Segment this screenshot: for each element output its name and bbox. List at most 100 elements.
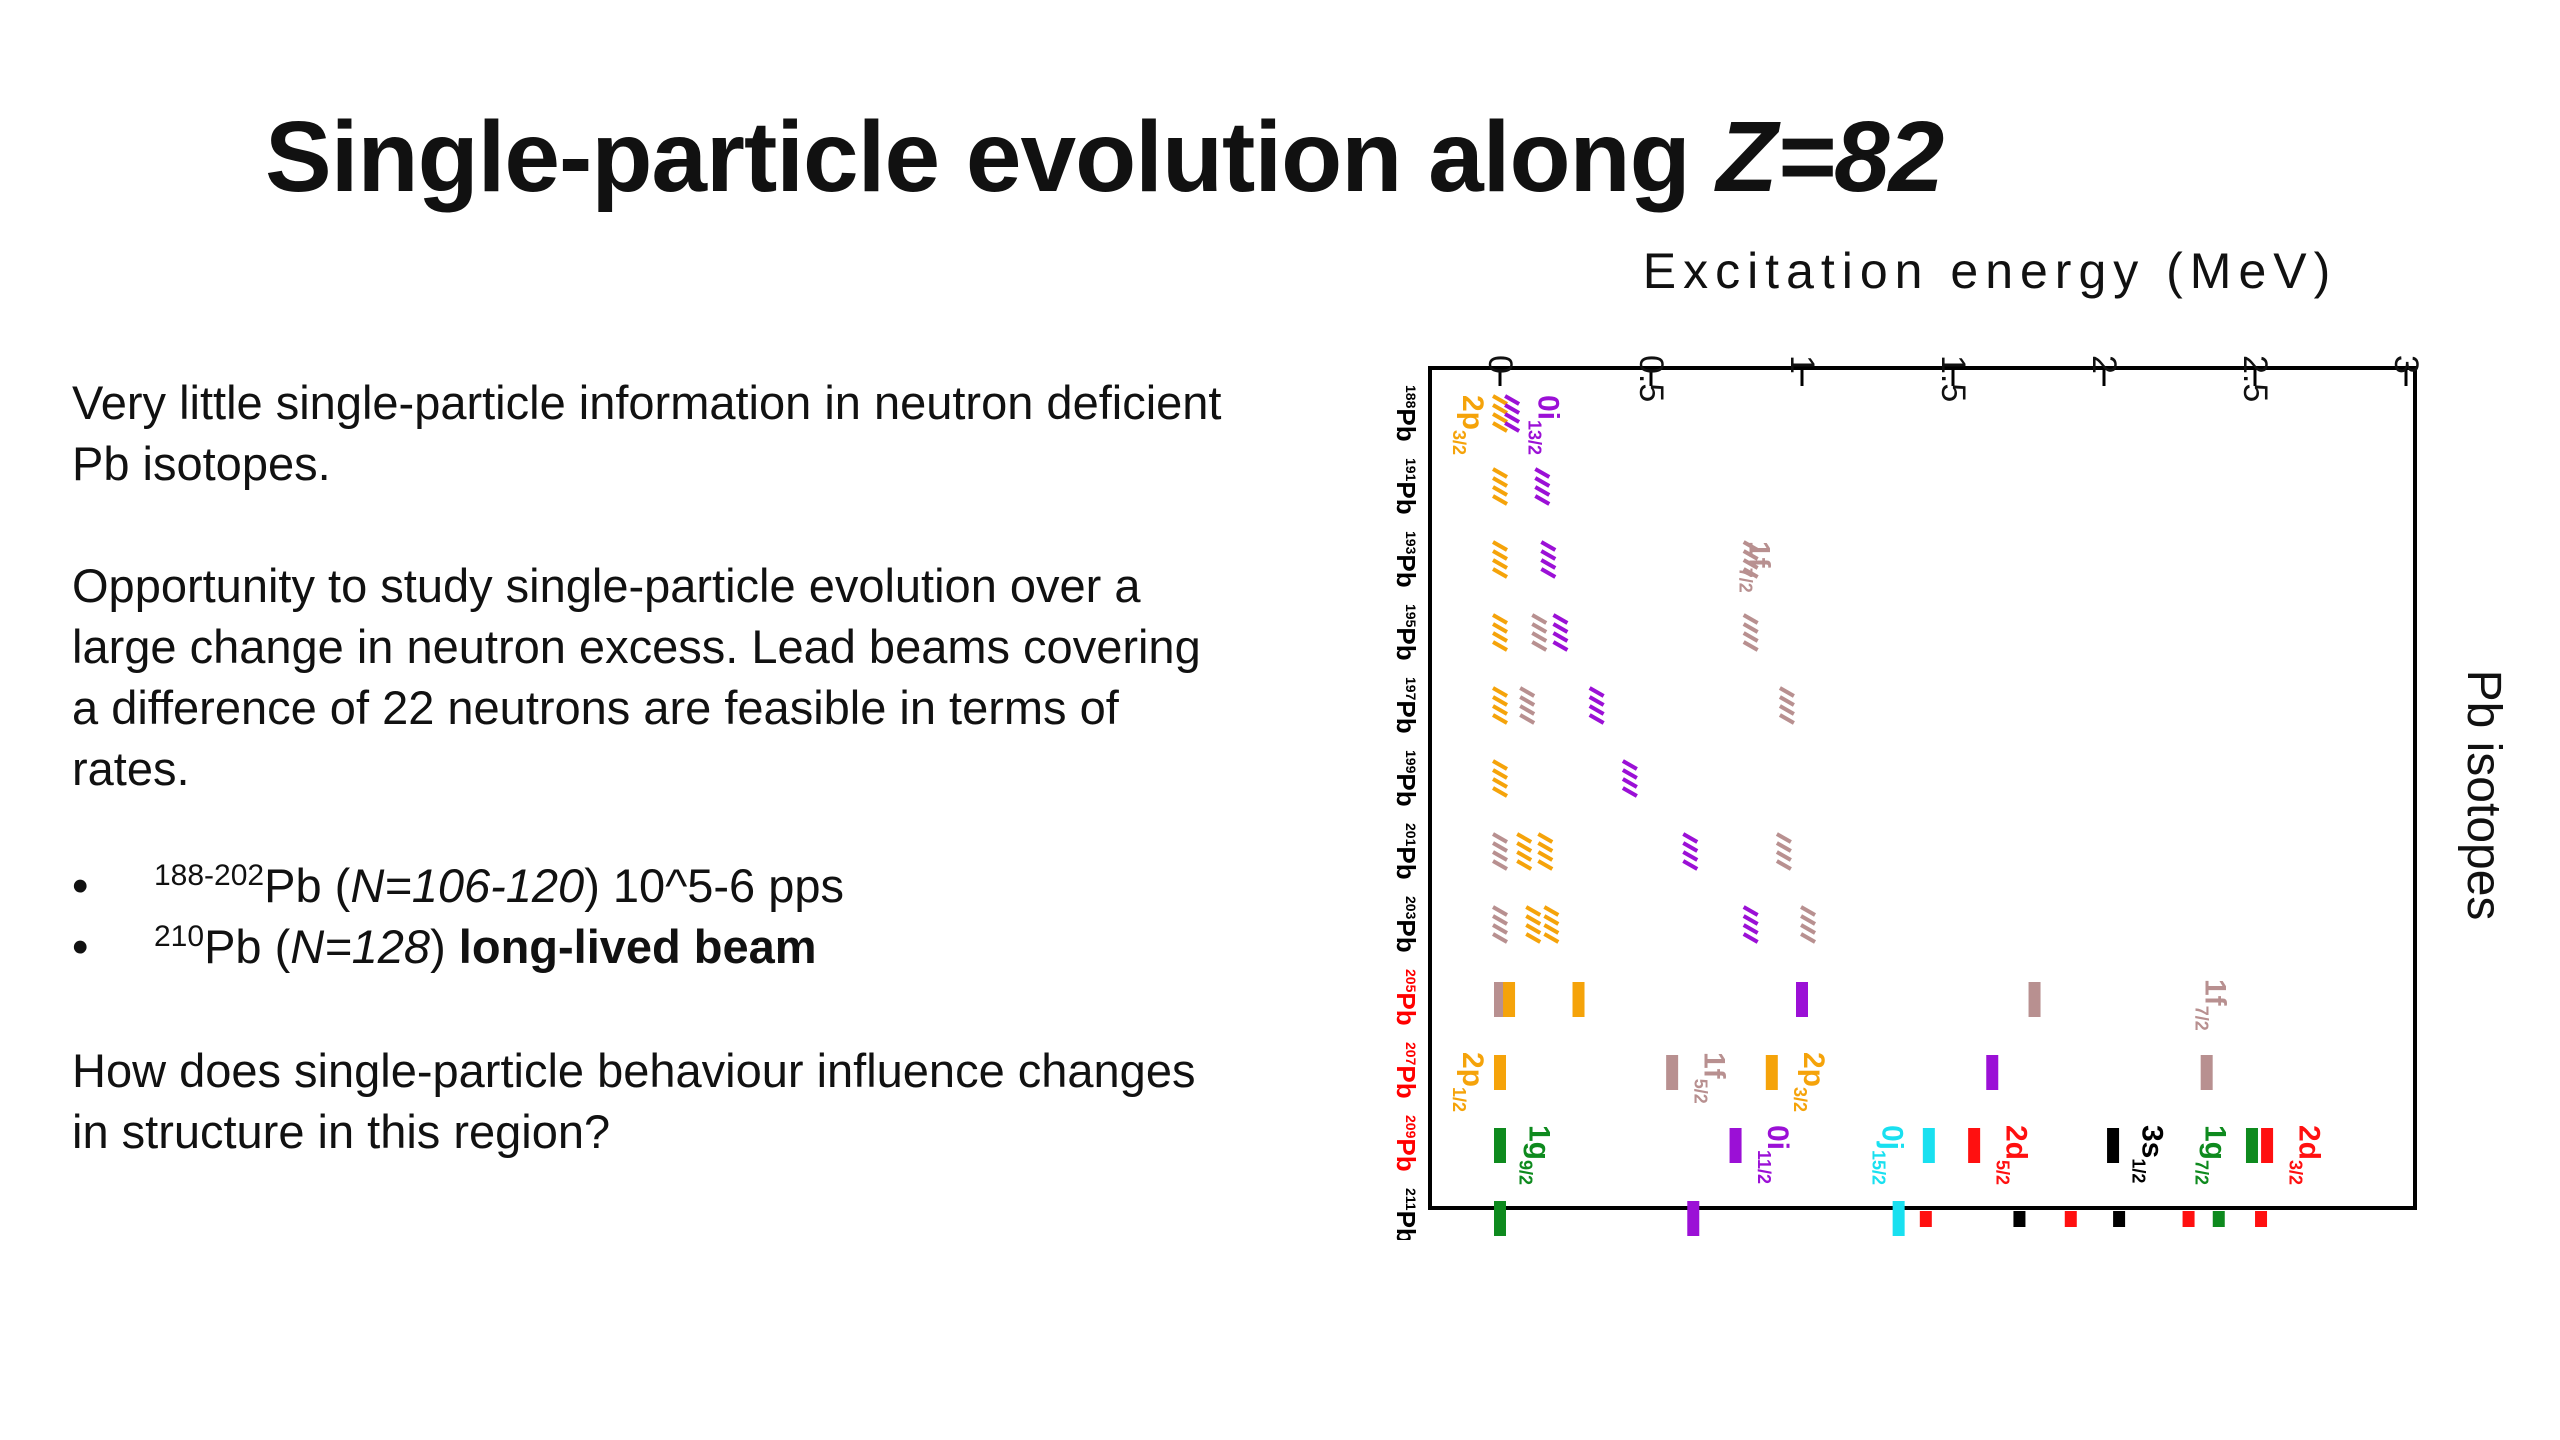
orbital-spin: 1/2 <box>2128 1158 2148 1183</box>
isotope-label: 197Pb <box>1391 677 1421 734</box>
level-bar <box>1494 1201 1506 1236</box>
hatched-level <box>1492 540 1508 579</box>
element-text: Pb ( <box>204 920 291 973</box>
orbital-name: 2d <box>1999 1125 2032 1160</box>
isotope-mass: 191 <box>1403 458 1419 482</box>
hatched-level <box>1588 686 1605 725</box>
title-italic: Z=82 <box>1716 101 1945 213</box>
isotope-symbol: Pb <box>1391 554 1421 587</box>
level-scheme-chart: Excitation energy (MeV) 0 0.5 1 1.5 2 2.5 3 18… <box>1391 243 2510 1240</box>
tick-label: 1.5 <box>1934 355 1972 402</box>
hatched-level <box>1492 467 1508 506</box>
isotope-mass: 193 <box>1403 531 1419 555</box>
plot-frame <box>1428 366 2417 1210</box>
hatched-level <box>1492 394 1508 433</box>
level-marker <box>2255 1211 2268 1227</box>
svg-text:1g7/2: 1g7/2 <box>2192 1125 2232 1185</box>
hatched-level <box>1682 832 1699 871</box>
tick-label: 0.5 <box>1632 355 1670 402</box>
orbital-name: 2d <box>2292 1125 2325 1160</box>
isotope-symbol: Pb <box>1391 408 1421 441</box>
level-bar <box>2107 1128 2120 1163</box>
level-bar <box>1765 1055 1778 1090</box>
isotope-mass: 199 <box>1403 750 1419 774</box>
isotope-symbol: Pb <box>1391 1065 1421 1098</box>
orbital-name: 1g <box>1522 1125 1555 1160</box>
svg-text:203Pb: 203Pb <box>1391 896 1421 953</box>
isotope-symbol: Pb <box>1391 700 1421 733</box>
hatched-level <box>1621 759 1638 798</box>
hatched-level <box>1552 613 1569 652</box>
isotope-symbol: Pb <box>1391 773 1421 806</box>
svg-text:197Pb: 197Pb <box>1391 677 1421 734</box>
tick-label: 3 <box>2387 355 2425 374</box>
mass-number: 188-202 <box>154 859 265 892</box>
isotope-mass: 188 <box>1403 385 1419 409</box>
level-bar <box>1968 1128 1981 1163</box>
orbital-label: 2d5/2 <box>1992 1125 2032 1185</box>
svg-text:188Pb: 188Pb <box>1391 385 1421 442</box>
orbital-spin: 5/2 <box>1992 1160 2012 1185</box>
level-bar <box>1494 982 1506 1017</box>
orbital-name: 1f <box>1743 541 1776 569</box>
level-bar <box>2261 1128 2274 1163</box>
hatched-level <box>1543 905 1560 944</box>
hatched-level <box>1519 686 1536 725</box>
level-annotations: 2p3/20i13/21f7/21f7/22p1/21f5/22p3/21g9/… <box>1449 395 2326 1185</box>
hatched-level <box>1742 613 1759 652</box>
orbital-label: 0j15/2 <box>1869 1125 1909 1185</box>
orbital-name: 3s <box>2135 1125 2168 1158</box>
orbital-name: 1g <box>2199 1125 2232 1160</box>
level-bar <box>1572 982 1585 1017</box>
orbital-spin: 7/2 <box>1736 568 1756 593</box>
isotope-mass: 197 <box>1403 677 1419 701</box>
isotope-label: 199Pb <box>1391 750 1421 807</box>
rate-text: ) 10^5-6 pps <box>584 859 845 912</box>
level-bar <box>1892 1201 1905 1236</box>
isotope-mass: 195 <box>1403 604 1419 628</box>
orbital-spin: 9/2 <box>1515 1160 1535 1185</box>
orbital-label: 1g7/2 <box>2192 1125 2232 1185</box>
tick-label: 1 <box>1783 355 1821 374</box>
level-bar <box>1796 982 1808 1017</box>
level-marker <box>2064 1211 2077 1227</box>
svg-text:2d3/2: 2d3/2 <box>2285 1125 2325 1185</box>
slide-title: Single-particle evolution along Z=82 <box>265 100 1945 215</box>
svg-text:0i13/2: 0i13/2 <box>1524 395 1564 455</box>
hatched-level <box>1492 832 1508 871</box>
isotope-label: 205Pb <box>1391 969 1421 1026</box>
title-main: Single-particle evolution along <box>265 101 1717 213</box>
rest-text: ) <box>430 920 459 973</box>
element-text: Pb ( <box>264 859 351 912</box>
neutron-number: N=128 <box>290 920 431 973</box>
isotope-label: 203Pb <box>1391 896 1421 953</box>
hatched-level <box>1800 905 1817 944</box>
orbital-spin: 1/2 <box>1449 1087 1469 1112</box>
level-bar <box>2028 982 2041 1017</box>
orbital-spin: 13/2 <box>1524 420 1544 455</box>
orbital-name: 2p <box>1797 1052 1830 1087</box>
orbital-spin: 3/2 <box>1790 1087 1810 1112</box>
level-bar <box>1494 1128 1506 1163</box>
orbital-spin: 3/2 <box>1449 430 1469 455</box>
orbital-label: 1g9/2 <box>1515 1125 1555 1185</box>
isotope-mass: 203 <box>1403 896 1419 920</box>
level-bar <box>1729 1128 1742 1163</box>
isotope-mass: 201 <box>1403 823 1419 847</box>
isotope-label: 188Pb <box>1391 385 1421 442</box>
hatched-level <box>1778 686 1795 725</box>
orbital-spin: 3/2 <box>2285 1160 2305 1185</box>
isotope-mass: 205 <box>1403 969 1419 993</box>
level-bar <box>1922 1128 1935 1163</box>
svg-text:205Pb: 205Pb <box>1391 969 1421 1026</box>
orbital-spin: 11/2 <box>1754 1150 1774 1184</box>
svg-text:201Pb: 201Pb <box>1391 823 1421 880</box>
svg-text:195Pb: 195Pb <box>1391 604 1421 661</box>
paragraph-neutron-deficient: Very little single-particle information … <box>72 376 1222 490</box>
orbital-label: 2p3/2 <box>1790 1052 1830 1112</box>
level-marker <box>2113 1211 2126 1227</box>
svg-text:191Pb: 191Pb <box>1391 458 1421 515</box>
orbital-label: 1f5/2 <box>1690 1052 1730 1104</box>
level-bar <box>2245 1128 2258 1163</box>
paragraph-opportunity: Opportunity to study single-particle evo… <box>72 559 1201 795</box>
